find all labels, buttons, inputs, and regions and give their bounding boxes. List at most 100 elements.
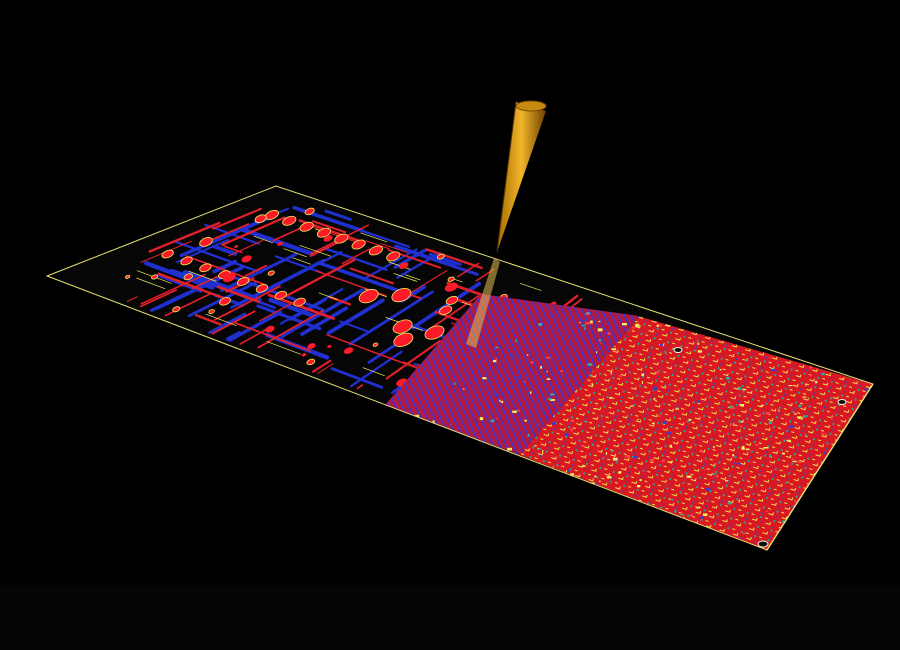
dense-bottom-layer-zone[interactable] bbox=[385, 294, 640, 455]
pad bbox=[199, 263, 212, 273]
dense-feature bbox=[631, 326, 635, 329]
dense-feature bbox=[516, 376, 519, 379]
dense-feature bbox=[641, 373, 645, 376]
pad bbox=[151, 274, 159, 280]
pad bbox=[323, 235, 333, 242]
dense-feature bbox=[542, 450, 544, 453]
pad bbox=[398, 262, 409, 269]
dense-feature bbox=[729, 424, 732, 426]
dense-feature bbox=[621, 322, 627, 326]
dense-feature bbox=[479, 417, 484, 421]
trace bbox=[367, 340, 402, 364]
dense-feature bbox=[546, 370, 548, 373]
dense-feature bbox=[597, 328, 603, 332]
pad bbox=[304, 207, 315, 216]
dense-feature bbox=[771, 492, 775, 494]
dense-feature bbox=[688, 418, 692, 421]
dense-feature bbox=[823, 451, 826, 455]
dense-feature bbox=[619, 374, 622, 378]
dense-feature bbox=[662, 421, 667, 425]
dense-feature bbox=[798, 404, 802, 408]
cone-probe-icon[interactable] bbox=[496, 100, 547, 253]
trace bbox=[126, 296, 138, 302]
trace bbox=[363, 248, 418, 280]
dense-feature bbox=[733, 423, 735, 426]
pad bbox=[327, 344, 332, 348]
trace bbox=[299, 245, 332, 257]
dense-feature bbox=[788, 385, 793, 387]
trace bbox=[194, 314, 222, 326]
dense-feature bbox=[700, 516, 704, 519]
pad bbox=[293, 297, 306, 307]
pad bbox=[299, 221, 314, 232]
dense-feature bbox=[414, 414, 420, 417]
pad bbox=[372, 342, 379, 347]
trace bbox=[425, 248, 483, 270]
dense-feature bbox=[794, 413, 797, 415]
dense-feature bbox=[802, 396, 807, 398]
pad bbox=[222, 273, 236, 283]
dense-feature bbox=[585, 420, 588, 423]
dense-feature bbox=[830, 397, 833, 400]
dense-feature bbox=[606, 476, 612, 479]
pad bbox=[439, 305, 453, 315]
dense-feature bbox=[671, 498, 674, 501]
trace bbox=[408, 270, 448, 295]
dense-feature bbox=[599, 480, 601, 482]
dense-feature bbox=[598, 320, 601, 323]
dense-feature bbox=[510, 354, 515, 357]
pad bbox=[316, 227, 331, 238]
trace bbox=[164, 292, 212, 317]
dense-feature bbox=[612, 457, 618, 461]
probe-spot bbox=[466, 258, 500, 348]
pad bbox=[424, 325, 445, 340]
pad bbox=[447, 276, 455, 282]
dense-feature bbox=[821, 432, 825, 436]
trace bbox=[272, 225, 305, 242]
pad bbox=[172, 306, 181, 313]
dense-feature bbox=[739, 404, 745, 407]
dense-feature bbox=[585, 322, 590, 325]
pad bbox=[208, 309, 215, 314]
dense-feature bbox=[764, 447, 769, 449]
filled-top-copper-zone[interactable] bbox=[520, 316, 873, 550]
dense-feature bbox=[570, 428, 574, 432]
dense-feature bbox=[527, 433, 530, 437]
dense-feature bbox=[554, 313, 556, 316]
trace bbox=[140, 273, 207, 305]
dense-feature bbox=[545, 356, 551, 359]
trace bbox=[235, 258, 326, 307]
pad bbox=[386, 251, 401, 262]
dense-feature bbox=[770, 368, 776, 372]
dense-feature bbox=[689, 514, 693, 517]
dense-feature bbox=[630, 405, 634, 407]
dense-feature bbox=[696, 506, 701, 509]
dense-feature bbox=[768, 356, 772, 359]
dense-feature bbox=[797, 416, 802, 419]
dense-feature bbox=[777, 480, 779, 483]
trace bbox=[244, 264, 268, 277]
dense-feature bbox=[797, 461, 802, 463]
trace bbox=[239, 327, 269, 345]
dense-feature bbox=[474, 377, 477, 381]
dense-feature bbox=[512, 410, 517, 413]
dense-feature bbox=[492, 359, 497, 363]
trace bbox=[429, 295, 480, 330]
dense-feature bbox=[803, 415, 807, 418]
dense-feature bbox=[653, 397, 656, 400]
dense-feature bbox=[769, 454, 772, 458]
dense-feature bbox=[625, 337, 627, 339]
dense-feature bbox=[702, 513, 708, 517]
status-area bbox=[0, 585, 900, 650]
trace bbox=[182, 270, 262, 302]
trace bbox=[300, 306, 349, 336]
dense-feature bbox=[600, 342, 602, 345]
dense-feature bbox=[594, 475, 597, 478]
dense-feature bbox=[494, 393, 499, 396]
dense-feature bbox=[697, 342, 700, 345]
dense-feature bbox=[789, 506, 794, 508]
dense-feature bbox=[585, 312, 590, 316]
pad bbox=[306, 358, 316, 366]
